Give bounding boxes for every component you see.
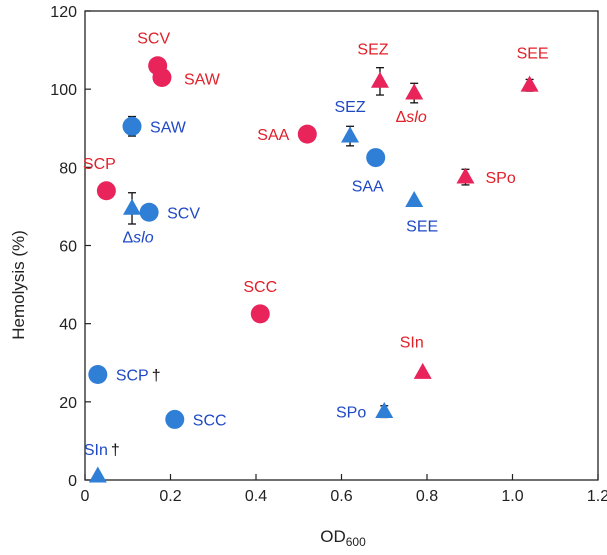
data-point-triangle: [341, 126, 360, 143]
point-label: SEZ: [357, 41, 388, 58]
data-point-triangle: [88, 466, 107, 483]
point-label: SEE: [517, 45, 549, 62]
data-point-circle: [250, 304, 270, 324]
point-label: SCV: [167, 205, 200, 222]
data-point-circle: [139, 202, 159, 222]
point-label: SCP: [83, 156, 116, 173]
point-label-delta: Δ: [396, 109, 407, 126]
x-axis-title-main: OD: [320, 527, 346, 546]
y-tick-label: 0: [68, 473, 77, 490]
point-label: SEZ: [334, 99, 365, 116]
dagger-mark: †: [111, 442, 120, 459]
data-point-circle: [366, 148, 386, 168]
point-label: SAA: [257, 127, 289, 144]
data-point-circle: [88, 364, 108, 384]
point-label-delta: Δ: [122, 229, 133, 246]
data-point-circle: [122, 116, 142, 136]
x-tick-label: 0.8: [416, 488, 438, 505]
data-point-triangle: [370, 71, 389, 88]
x-axis-title-subscript: 600: [346, 535, 366, 549]
x-tick-label: 1.0: [501, 488, 523, 505]
data-point-triangle: [375, 402, 394, 419]
y-tick-label: 100: [50, 82, 77, 99]
x-tick-label: 0.4: [245, 488, 267, 505]
point-label: SIn: [400, 335, 424, 352]
data-point-circle: [152, 67, 172, 87]
data-point-triangle: [520, 75, 539, 92]
x-tick-label: 0.2: [159, 488, 181, 505]
data-point-triangle: [405, 83, 424, 100]
point-label: SEE: [406, 219, 438, 236]
point-label-gene: slo: [133, 229, 154, 246]
y-tick-label: 60: [59, 239, 77, 256]
y-tick-label: 20: [59, 395, 77, 412]
point-label: SCP †: [116, 367, 161, 384]
point-label: SCV: [137, 31, 170, 48]
axes: 0 0.2 0.4 0.6 0.8 1.0 1.2 0 20 40 60 80 100 120: [50, 4, 607, 505]
point-label: SPo: [336, 405, 366, 422]
data-point-triangle: [405, 190, 424, 207]
point-labels: SCV SAW SCP SCC SAA SEZ Δslo SEE SPo SIn SAW SCV SCP…: [83, 31, 549, 459]
y-tick-label: 40: [59, 317, 77, 334]
point-label: SIn †: [84, 442, 120, 459]
data-point-circle: [165, 409, 185, 429]
point-label: Δslo: [122, 229, 153, 246]
data-point-circle: [297, 124, 317, 144]
x-axis-title: OD600: [320, 527, 366, 549]
point-label: SCC: [193, 412, 227, 429]
y-tick-label: 120: [50, 4, 77, 21]
data-marks: [88, 56, 539, 483]
data-point-triangle: [123, 198, 142, 215]
point-label: Δslo: [396, 109, 427, 126]
data-point-triangle: [413, 362, 432, 379]
point-label: SAW: [184, 71, 221, 88]
point-label: SAA: [352, 179, 384, 196]
y-axis-title: Hemolysis (%): [9, 230, 28, 340]
x-tick-label: 0: [81, 488, 90, 505]
dagger-mark: †: [152, 367, 161, 384]
point-label: SCC: [243, 279, 277, 296]
point-label-gene: slo: [406, 109, 427, 126]
data-point-circle: [96, 181, 116, 201]
y-tick-label: 80: [59, 160, 77, 177]
point-label: SPo: [485, 170, 515, 187]
x-tick-label: 1.2: [587, 488, 607, 505]
data-point-triangle: [456, 167, 475, 184]
x-tick-label: 0.6: [330, 488, 352, 505]
point-label: SAW: [150, 119, 187, 136]
